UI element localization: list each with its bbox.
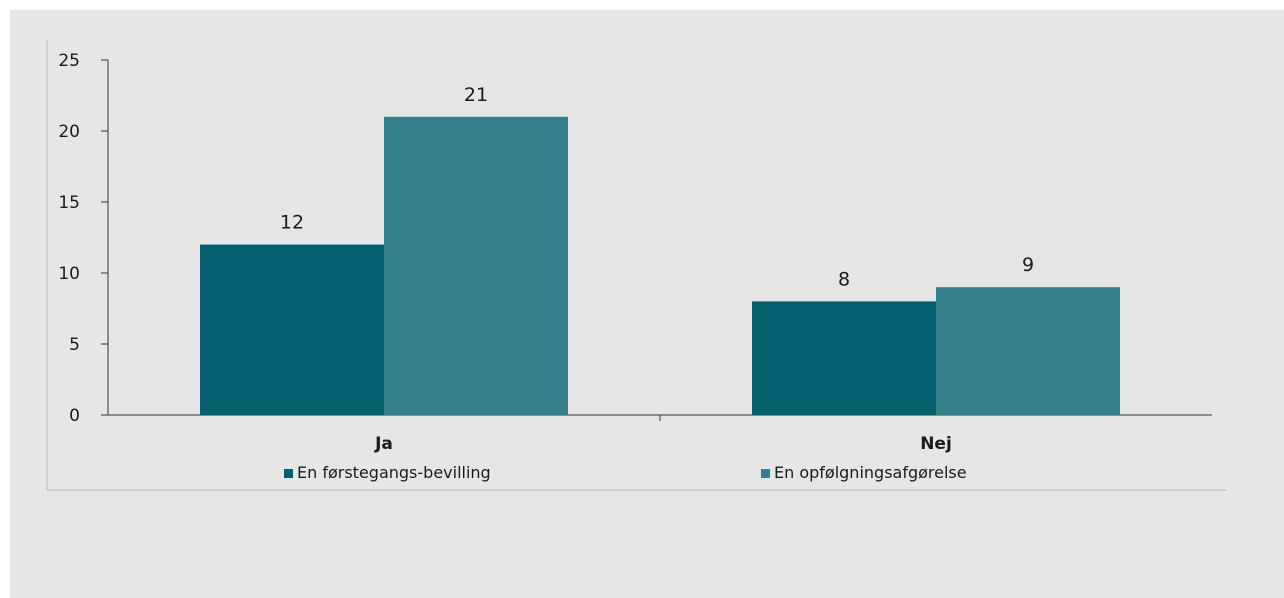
y-tick-label: 10 bbox=[58, 264, 80, 284]
y-tick-label: 15 bbox=[58, 193, 80, 213]
y-tick-label: 20 bbox=[58, 122, 80, 142]
y-tick-label: 0 bbox=[69, 406, 80, 426]
legend-label: En førstegangs-bevilling bbox=[297, 463, 491, 482]
bar-value-label: 12 bbox=[280, 212, 304, 234]
bar bbox=[752, 301, 936, 415]
bar-value-label: 9 bbox=[1022, 254, 1034, 276]
bar-value-label: 8 bbox=[838, 268, 850, 290]
legend-label: En opfølgningsafgørelse bbox=[774, 463, 967, 482]
bar bbox=[200, 244, 384, 415]
x-category-label: Ja bbox=[374, 434, 393, 454]
bar bbox=[936, 287, 1120, 415]
legend-swatch bbox=[761, 469, 770, 478]
x-category-label: Nej bbox=[920, 434, 952, 454]
bar-value-label: 21 bbox=[464, 84, 488, 106]
y-tick-label: 25 bbox=[58, 51, 80, 71]
y-tick-label: 5 bbox=[69, 335, 80, 355]
legend-swatch bbox=[284, 469, 293, 478]
bar bbox=[384, 116, 568, 416]
